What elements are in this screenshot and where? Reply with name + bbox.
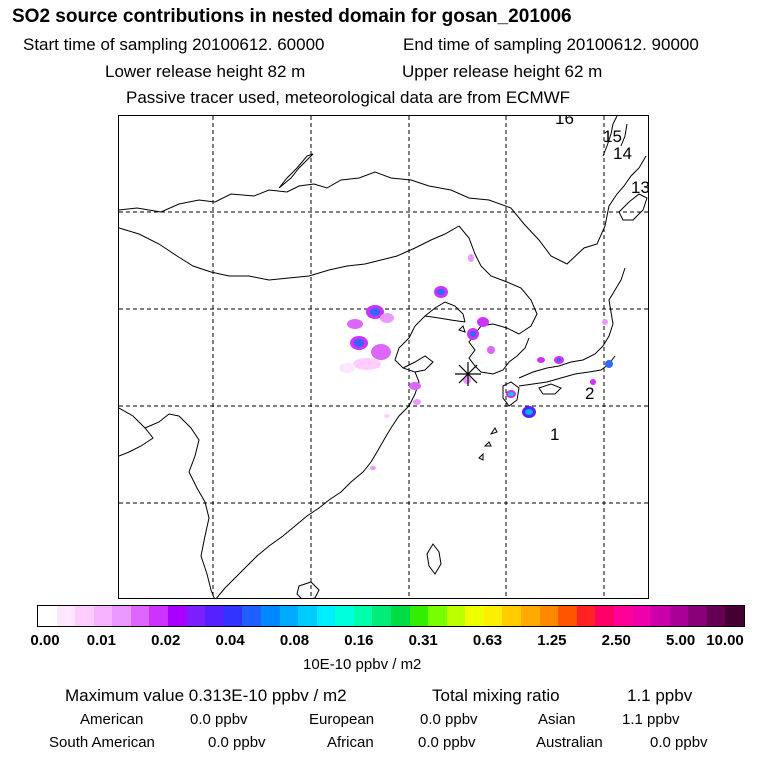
colorbar-swatch-26 — [521, 606, 540, 626]
colorbar-tick-label: 1.25 — [537, 632, 567, 649]
trajectory-label-13: 13 — [631, 178, 649, 197]
colorbar-unit-label: 10E-10 ppbv / m2 — [303, 656, 422, 673]
colorbar-swatch-24 — [483, 606, 503, 626]
trajectory-label-14: 14 — [613, 144, 632, 163]
map-panel: 16 15 14 13 2 1 — [118, 115, 649, 599]
trajectory-label-1: 1 — [550, 425, 559, 444]
region-african-name: African — [327, 734, 374, 751]
colorbar-swatch-0 — [38, 606, 57, 626]
colorbar-swatch-10 — [223, 606, 243, 626]
region-european-name: European — [309, 711, 375, 728]
region-african-value: 0.0 ppbv — [418, 734, 476, 751]
colorbar-swatch-36 — [706, 606, 726, 626]
colorbar-swatch-23 — [465, 606, 484, 626]
colorbar-swatch-32 — [632, 606, 652, 626]
colorbar-tick-label: 2.50 — [601, 632, 631, 649]
colorbar-swatch-21 — [428, 606, 447, 626]
lower-release-height-label: Lower release height 82 m — [105, 62, 306, 81]
colorbar-swatch-2 — [75, 606, 94, 626]
colorbar-swatch-29 — [576, 606, 596, 626]
colorbar-swatch-31 — [613, 606, 633, 626]
colorbar-swatch-4 — [112, 606, 131, 626]
colorbar-swatch-25 — [502, 606, 522, 626]
so2-plume-patches — [339, 254, 613, 470]
lat-lon-grid — [119, 116, 648, 598]
colorbar-tick-label: 0.31 — [408, 632, 438, 649]
colorbar-tick-label: 5.00 — [666, 632, 696, 649]
colorbar-swatch-5 — [130, 606, 150, 626]
colorbar-swatch-27 — [539, 606, 559, 626]
colorbar-tick-label: 0.01 — [86, 632, 116, 649]
colorbar-swatch-22 — [446, 606, 466, 626]
upper-release-height-label: Upper release height 62 m — [402, 62, 603, 81]
colorbar-swatch-11 — [242, 606, 261, 626]
tracer-note: Passive tracer used, meteorological data… — [126, 88, 571, 107]
trajectory-label-16: 16 — [555, 116, 574, 128]
colorbar-swatch-37 — [725, 606, 744, 626]
region-australian-name: Australian — [536, 734, 603, 751]
trajectory-label-15: 15 — [603, 127, 622, 146]
page-title: SO2 source contributions in nested domai… — [12, 6, 572, 27]
colorbar-swatch-20 — [409, 606, 429, 626]
colorbar-tick-label: 10.00 — [706, 632, 744, 649]
region-european-value: 0.0 ppbv — [420, 711, 478, 728]
colorbar-swatch-15 — [316, 606, 336, 626]
colorbar-tick-label: 0.02 — [151, 632, 181, 649]
region-asian-name: Asian — [538, 711, 576, 728]
colorbar-swatch-12 — [260, 606, 280, 626]
region-american-name: American — [80, 711, 144, 728]
colorbar-tick-label: 0.04 — [215, 632, 245, 649]
region-south-american-name: South American — [49, 734, 155, 751]
colorbar-swatch-18 — [372, 606, 391, 626]
colorbar-swatch-6 — [149, 606, 169, 626]
colorbar-swatch-3 — [93, 606, 113, 626]
region-american-value: 0.0 ppbv — [190, 711, 248, 728]
receptor-asterisk-marker — [455, 362, 481, 386]
region-south-american-value: 0.0 ppbv — [208, 734, 266, 751]
total-mixing-ratio-label: Total mixing ratio — [432, 686, 560, 705]
colorbar-tick-label: 0.08 — [279, 632, 310, 649]
colorbar-swatch-9 — [205, 606, 224, 626]
colorbar-swatch-7 — [168, 606, 187, 626]
coastlines — [119, 116, 648, 598]
colorbar-swatch-33 — [651, 606, 670, 626]
end-time-label: End time of sampling 20100612. 90000 — [403, 35, 699, 54]
colorbar-swatch-35 — [688, 606, 707, 626]
colorbar-tick-label: 0.00 — [30, 632, 60, 649]
start-time-label: Start time of sampling 20100612. 60000 — [23, 35, 325, 54]
colorbar-swatch-28 — [558, 606, 577, 626]
region-asian-value: 1.1 ppbv — [622, 711, 680, 728]
colorbar-swatch-17 — [353, 606, 373, 626]
region-australian-value: 0.0 ppbv — [650, 734, 708, 751]
colorbar-swatch-19 — [390, 606, 410, 626]
colorbar-swatch-16 — [335, 606, 354, 626]
colorbar-swatch-34 — [669, 606, 689, 626]
colorbar-swatch-1 — [56, 606, 76, 626]
colorbar-swatch-30 — [595, 606, 614, 626]
colorbar — [37, 605, 745, 627]
map-canvas: 16 15 14 13 2 1 — [119, 116, 649, 598]
colorbar-tick-label: 0.16 — [344, 632, 374, 649]
trajectory-label-2: 2 — [585, 384, 594, 403]
colorbar-swatch-8 — [186, 606, 206, 626]
colorbar-tick-label: 0.63 — [472, 632, 503, 649]
colorbar-swatch-14 — [298, 606, 317, 626]
colorbar-swatch-13 — [279, 606, 299, 626]
maximum-value-label: Maximum value 0.313E-10 ppbv / m2 — [65, 686, 347, 705]
total-mixing-ratio-value: 1.1 ppbv — [627, 686, 693, 705]
